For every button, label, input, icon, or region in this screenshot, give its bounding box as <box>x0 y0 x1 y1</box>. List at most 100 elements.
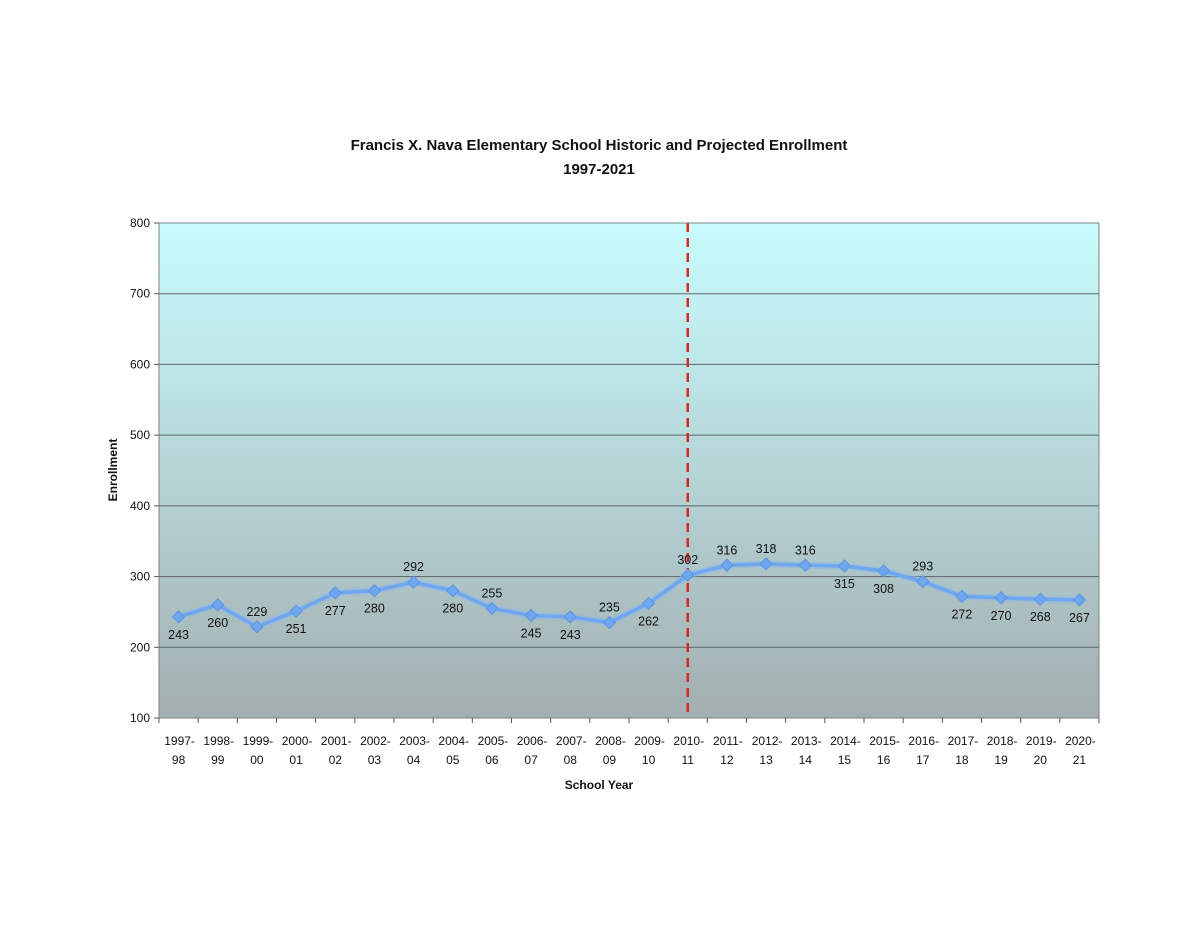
data-label: 308 <box>873 582 894 596</box>
y-tick-label: 800 <box>130 216 150 230</box>
x-tick-label: 2002- <box>360 734 391 748</box>
data-label: 260 <box>207 616 228 630</box>
data-point-marker <box>171 610 186 624</box>
data-label: 243 <box>168 628 189 642</box>
data-point-marker <box>524 608 538 623</box>
x-tick-label-line2: 08 <box>564 753 578 767</box>
data-point-marker <box>681 568 695 582</box>
x-tick-label: 2019- <box>1026 734 1057 748</box>
plot-area <box>159 223 1099 718</box>
data-label: 280 <box>442 602 463 616</box>
enrollment-series <box>171 557 1087 634</box>
x-tick-label-line2: 10 <box>642 753 656 767</box>
x-tick-label: 1997- <box>164 734 195 748</box>
x-tick-label-line2: 13 <box>759 753 773 767</box>
data-point-marker <box>641 596 656 611</box>
data-label: 280 <box>364 602 385 616</box>
x-tick-label-line2: 09 <box>603 753 617 767</box>
x-tick-label: 1998- <box>203 734 234 748</box>
x-tick-label-line2: 04 <box>407 753 421 767</box>
data-point-marker <box>250 620 264 634</box>
x-tick-label: 2004- <box>438 734 469 748</box>
data-label: 268 <box>1030 610 1051 624</box>
data-point-marker <box>1072 593 1087 607</box>
data-point-marker <box>876 564 891 578</box>
x-tick-label-line2: 99 <box>211 753 225 767</box>
gridlines <box>159 293 1099 648</box>
x-tick-label: 2011- <box>713 734 743 748</box>
data-label: 229 <box>246 605 267 619</box>
y-tick-label: 700 <box>130 287 150 301</box>
x-axis-ticks: 1997- 98 1998- 99 1999- 00 2000- 01 2001- 02 2002-… <box>158 718 1100 767</box>
data-point-marker <box>837 559 852 573</box>
x-tick-label: 2017- <box>948 734 979 748</box>
data-label: 262 <box>638 614 659 628</box>
x-tick-label: 2003- <box>399 734 430 748</box>
data-point-marker <box>289 604 303 618</box>
x-tick-label: 2018- <box>987 734 1018 748</box>
x-tick-label: 2001- <box>321 734 352 748</box>
x-tick-label-line2: 11 <box>682 753 695 767</box>
chart-title: Francis X. Nava Elementary School Histor… <box>351 137 848 154</box>
data-label: 251 <box>286 622 307 636</box>
y-axis-ticks: 100 200 300 400 500 600 700 800 <box>130 216 159 725</box>
x-tick-label-line2: 14 <box>799 753 813 767</box>
y-tick-label: 100 <box>130 711 150 725</box>
x-tick-label-line2: 21 <box>1073 753 1087 767</box>
x-tick-label-line2: 06 <box>485 753 499 767</box>
x-tick-label: 2016- <box>908 734 939 748</box>
x-tick-label-line2: 17 <box>916 753 930 767</box>
data-point-marker <box>328 586 342 600</box>
data-label: 255 <box>481 586 502 600</box>
x-tick-label-line2: 18 <box>955 753 969 767</box>
data-label: 270 <box>991 609 1012 623</box>
x-tick-label-line2: 01 <box>289 753 303 767</box>
data-label: 245 <box>521 626 542 640</box>
x-tick-label: 2012- <box>752 734 783 748</box>
data-label: 318 <box>756 542 777 556</box>
x-tick-label: 2009- <box>634 734 665 748</box>
x-tick-label: 2007- <box>556 734 587 748</box>
data-point-marker <box>955 589 969 604</box>
data-label: 315 <box>834 577 855 591</box>
data-point-marker <box>563 610 577 624</box>
data-label: 292 <box>403 560 424 574</box>
data-label: 267 <box>1069 611 1090 625</box>
x-tick-label: 2010- <box>673 734 704 748</box>
x-tick-label-line2: 12 <box>720 753 734 767</box>
chart-subtitle: 1997-2021 <box>563 161 635 178</box>
data-point-marker <box>1033 592 1047 606</box>
x-tick-label: 2014- <box>830 734 861 748</box>
data-label: 277 <box>325 604 346 618</box>
data-point-marker <box>916 574 930 589</box>
x-tick-label: 2005- <box>478 734 509 748</box>
data-labels: 243 260 229 251 277 280 292 280 255 245 243 235 262 3… <box>168 542 1090 642</box>
x-tick-label-line2: 00 <box>250 753 264 767</box>
data-label: 293 <box>912 560 933 574</box>
data-label: 316 <box>716 543 737 557</box>
x-tick-label-line2: 05 <box>446 753 460 767</box>
data-point-marker <box>406 575 421 589</box>
x-tick-label-line2: 20 <box>1034 753 1048 767</box>
data-point-marker <box>446 584 460 598</box>
data-label: 243 <box>560 628 581 642</box>
x-tick-label-line2: 02 <box>329 753 343 767</box>
y-tick-label: 400 <box>130 499 150 513</box>
x-tick-label: 2006- <box>517 734 548 748</box>
data-point-marker <box>485 601 499 616</box>
data-label: 272 <box>951 607 972 621</box>
data-label: 316 <box>795 543 816 557</box>
data-point-marker <box>367 584 382 598</box>
data-label: 235 <box>599 601 620 615</box>
x-tick-label: 2013- <box>791 734 822 748</box>
data-point-marker <box>994 591 1008 605</box>
x-tick-label-line2: 16 <box>877 753 891 767</box>
x-tick-label: 1999- <box>243 734 274 748</box>
y-tick-label: 200 <box>130 640 150 654</box>
data-point-marker <box>720 558 734 572</box>
data-point-marker <box>798 558 812 572</box>
y-tick-label: 500 <box>130 428 150 442</box>
data-point-marker <box>759 557 773 571</box>
series-line <box>178 562 1080 629</box>
